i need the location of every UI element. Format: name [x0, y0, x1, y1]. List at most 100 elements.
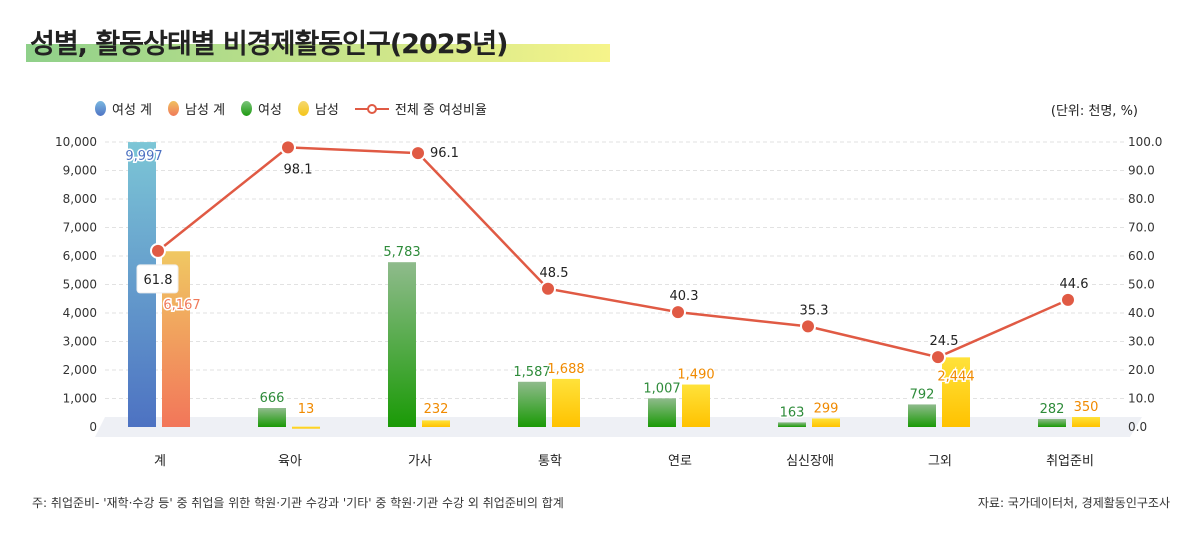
legend-label: 여성 계 [112, 103, 153, 118]
y-left-tick-label: 1,000 [63, 392, 97, 406]
ratio-point [670, 304, 686, 321]
bar-label-male: 2,444 [937, 369, 974, 384]
y-right-tick-label: 50.0 [1128, 278, 1155, 292]
legend-item[interactable]: 여성 [241, 99, 282, 118]
legend-label: 전체 중 여성비율 [394, 103, 487, 118]
bar-female [388, 262, 416, 427]
bar-label-female: 9,997 [125, 149, 162, 164]
y-left-tick-label: 4,000 [63, 306, 97, 320]
title-highlight [26, 44, 610, 62]
bar-female [1038, 418, 1066, 427]
x-tick-label: 취업준비 [1046, 454, 1094, 469]
bar-male [552, 378, 580, 427]
x-tick-label: 심신장애 [786, 454, 834, 469]
bar-label-female: 1,007 [643, 381, 680, 396]
ratio-label-box [136, 264, 179, 294]
bar-label-male: 1,688 [547, 362, 584, 377]
x-tick-label: 육아 [278, 454, 302, 469]
bar-male [292, 426, 320, 429]
y-right-tick-label: 90.0 [1128, 164, 1155, 178]
ratio-point [930, 349, 946, 366]
bar-female [258, 408, 286, 427]
legend-item[interactable]: 전체 중 여성비율 [354, 99, 487, 118]
bar-label-male: 13 [298, 402, 315, 417]
y-left-tick-label: 6,000 [63, 249, 97, 263]
legend-dot-icon [297, 101, 309, 116]
y-right-tick-label: 30.0 [1128, 335, 1155, 349]
y-right-tick-label: 60.0 [1128, 249, 1155, 263]
legend-dot-icon [95, 101, 106, 116]
bar-label-female: 1,587 [513, 365, 550, 380]
bar-label-female: 282 [1040, 402, 1065, 417]
y-left-tick-label: 2,000 [63, 363, 97, 377]
chart-floor [95, 417, 1142, 437]
legend-item[interactable]: 남성 [297, 99, 339, 118]
legend-dot-icon [241, 101, 253, 116]
legend-item[interactable]: 남성 계 [168, 99, 225, 118]
ratio-point [1060, 291, 1076, 308]
bar-female [648, 398, 676, 427]
ratio-point [280, 139, 296, 156]
y-left-tick-label: 10,000 [55, 135, 97, 149]
bar-label-female: 5,783 [383, 245, 420, 260]
ratio-line [157, 146, 1069, 359]
bar-female [518, 381, 546, 427]
ratio-label: 98.1 [284, 162, 313, 177]
unit-label: (단위: 천명, %) [1050, 104, 1138, 119]
ratio-point [410, 145, 426, 162]
y-left-tick-label: 9,000 [63, 164, 97, 178]
ratio-label: 24.5 [930, 334, 959, 349]
bar-male [682, 384, 710, 427]
ratio-point [150, 242, 166, 259]
y-right-tick-label: 40.0 [1128, 306, 1155, 320]
source-note: 자료: 국가데이터처, 경제활동인구조사 [977, 496, 1170, 510]
legend-line-marker-icon [354, 103, 389, 114]
legend-label: 여성 [258, 103, 282, 118]
legend: 여성 계 남성 계 여성 남성 전체 중 여성비율 [95, 99, 487, 118]
legend-item[interactable]: 여성 계 [95, 99, 152, 118]
y-right-tick-label: 70.0 [1128, 221, 1155, 235]
bar-male [942, 357, 970, 427]
legend-label: 남성 [314, 103, 339, 118]
ratio-label: 40.3 [670, 289, 699, 304]
y-left-tick-label: 8,000 [63, 192, 97, 206]
y-right-tick-label: 80.0 [1128, 192, 1155, 206]
ratio-label: 96.1 [430, 146, 459, 161]
y-right-tick-label: 20.0 [1128, 363, 1155, 377]
y-right-tick-label: 100.0 [1128, 135, 1162, 149]
bar-label-male: 6,167 [163, 298, 200, 313]
x-tick-label: 가사 [408, 454, 432, 469]
ratio-label: 35.3 [800, 303, 829, 318]
ratio-point [800, 318, 816, 335]
bar-female [908, 404, 936, 427]
x-tick-label: 그외 [928, 454, 952, 469]
chart-title: 성별, 활동상태별 비경제활동인구(2025년) [30, 29, 508, 60]
legend-dot-icon [168, 101, 180, 116]
x-tick-label: 연로 [668, 454, 692, 469]
bar-label-female: 163 [780, 405, 805, 420]
bar-label-male: 350 [1074, 400, 1099, 415]
y-left-tick-label: 7,000 [63, 221, 97, 235]
x-tick-label: 통학 [538, 454, 562, 469]
bar-label-female: 792 [910, 387, 935, 402]
y-right-tick-label: 0.0 [1128, 420, 1147, 434]
y-left-tick-label: 0 [89, 420, 97, 434]
ratio-point [540, 280, 556, 297]
footnote: 주: 취업준비- '재학·수강 등' 중 취업을 위한 학원·기관 수강과 '기… [32, 496, 564, 510]
y-left-tick-label: 3,000 [63, 335, 97, 349]
ratio-label: 44.6 [1060, 277, 1089, 292]
bar-male [812, 418, 840, 427]
ratio-label: 61.8 [144, 273, 173, 288]
y-left-tick-label: 5,000 [63, 278, 97, 292]
bar-label-male: 299 [814, 401, 839, 416]
legend-label: 남성 계 [185, 103, 226, 118]
bar-female [778, 422, 806, 427]
bar-male [422, 420, 450, 427]
x-tick-label: 계 [154, 454, 166, 469]
ratio-label: 48.5 [540, 266, 569, 281]
y-right-tick-label: 10.0 [1128, 392, 1155, 406]
bar-label-male: 232 [424, 402, 449, 417]
bar-label-male: 1,490 [677, 368, 714, 383]
